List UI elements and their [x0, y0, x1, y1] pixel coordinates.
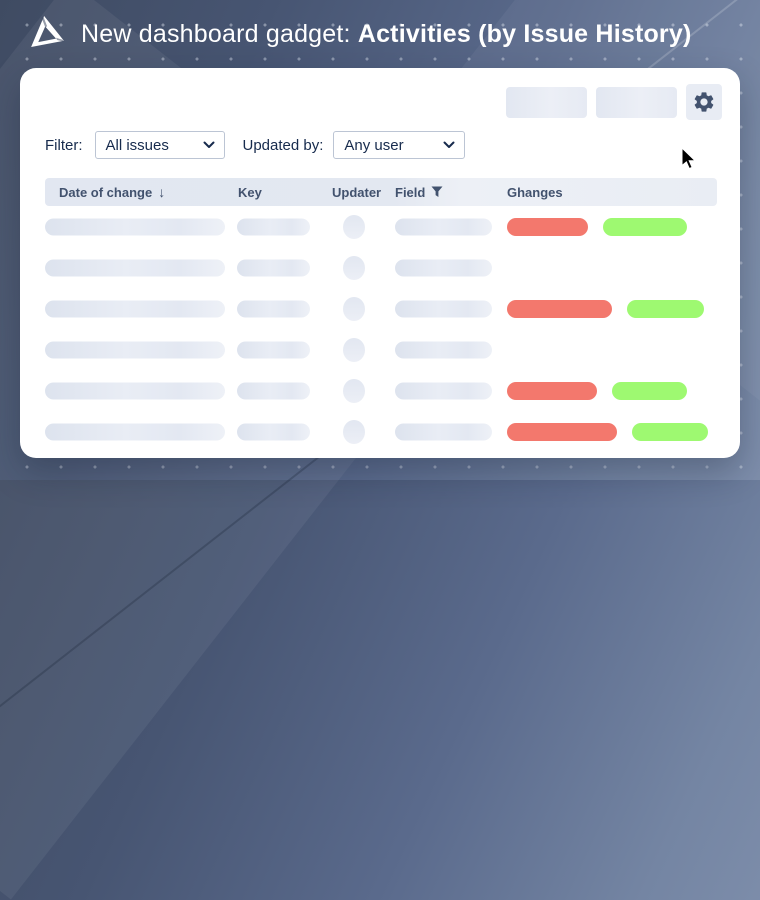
page-title: New dashboard gadget: Activities (by Iss… [81, 20, 692, 49]
issue-filter-value: All issues [105, 136, 169, 154]
red-change-badge [507, 299, 612, 318]
table-row [45, 247, 717, 288]
settings-button[interactable] [686, 84, 722, 120]
column-header-date-of-change[interactable]: Date of change ↓ [59, 178, 165, 206]
chevron-down-icon [203, 141, 215, 149]
updater-avatar-skeleton [343, 214, 365, 239]
key-skeleton-pill [237, 341, 310, 358]
green-change-badge [603, 217, 687, 236]
column-label: Date of change [59, 184, 153, 200]
key-skeleton-pill [237, 259, 310, 276]
date-skeleton-pill [45, 259, 225, 276]
field-skeleton-pill [395, 218, 492, 235]
updated-by-dropdown[interactable]: Any user [333, 131, 466, 159]
gear-icon [694, 92, 714, 112]
green-change-badge [632, 422, 708, 441]
updater-avatar-skeleton [343, 255, 365, 280]
key-skeleton-pill [237, 382, 310, 399]
column-label: Field [395, 184, 426, 200]
field-skeleton-pill [395, 259, 492, 276]
updater-avatar-skeleton [343, 337, 365, 362]
table-header: Date of change ↓ Key Updater Field Ghang… [45, 178, 717, 206]
date-skeleton-pill [45, 300, 225, 317]
field-skeleton-pill [395, 300, 492, 317]
updater-avatar-skeleton [343, 296, 365, 321]
table-row [45, 206, 717, 247]
date-skeleton-pill [45, 341, 225, 358]
loading-button-placeholder[interactable] [596, 86, 677, 118]
key-skeleton-pill [237, 423, 310, 440]
card-toolbar [506, 84, 722, 120]
changes-cell [507, 370, 687, 411]
page-title-prefix: New dashboard gadget: [81, 19, 358, 48]
red-change-badge [507, 422, 617, 441]
updater-avatar-skeleton [343, 378, 365, 403]
top-banner: New dashboard gadget: Activities (by Iss… [0, 0, 760, 68]
red-change-badge [507, 381, 597, 400]
filter-label: Filter: [45, 136, 83, 154]
updater-avatar-skeleton [343, 419, 365, 444]
changes-cell [507, 288, 704, 329]
origami-triangle-logo [31, 16, 64, 48]
table-body [45, 206, 717, 452]
issue-filter-dropdown[interactable]: All issues [94, 131, 225, 159]
field-skeleton-pill [395, 382, 492, 399]
column-header-key: Key [238, 178, 262, 206]
filter-funnel-icon[interactable] [431, 186, 443, 198]
table-row [45, 370, 717, 411]
key-skeleton-pill [237, 300, 310, 317]
column-label: Ghanges [507, 184, 563, 200]
table-row [45, 411, 717, 452]
column-header-updater: Updater [332, 178, 381, 206]
red-change-badge [507, 217, 588, 236]
filter-bar: Filter: All issues Updated by: Any user [45, 130, 466, 160]
column-label: Updater [332, 184, 382, 200]
field-skeleton-pill [395, 341, 492, 358]
gadget-card: Filter: All issues Updated by: Any user … [20, 68, 740, 458]
table-row [45, 288, 717, 329]
date-skeleton-pill [45, 382, 225, 399]
changes-cell [507, 206, 687, 247]
updated-by-value: Any user [344, 136, 404, 154]
changes-cell [507, 411, 708, 452]
column-header-changes: Ghanges [507, 178, 563, 206]
sort-descending-icon[interactable]: ↓ [158, 184, 166, 200]
table-row [45, 329, 717, 370]
chevron-down-icon [443, 141, 455, 149]
green-change-badge [627, 299, 704, 318]
green-change-badge [612, 381, 687, 400]
page-title-emphasis: Activities (by Issue History) [357, 19, 692, 48]
date-skeleton-pill [45, 218, 225, 235]
column-label: Key [238, 184, 262, 200]
key-skeleton-pill [237, 218, 310, 235]
loading-button-placeholder[interactable] [506, 86, 587, 118]
column-header-field[interactable]: Field [395, 178, 443, 206]
date-skeleton-pill [45, 423, 225, 440]
field-skeleton-pill [395, 423, 492, 440]
updated-by-label: Updated by: [242, 136, 324, 154]
